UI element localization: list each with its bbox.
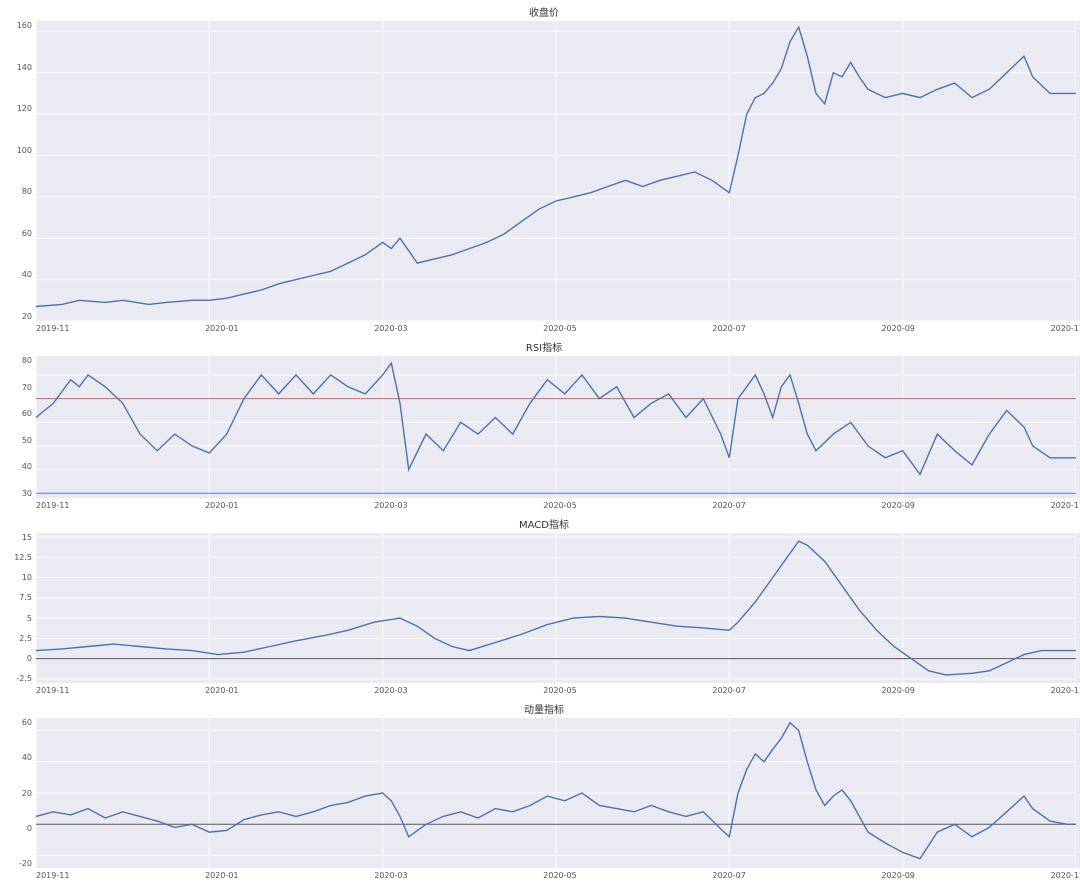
xtick-label: 2019-11 [36, 686, 69, 695]
xtick-label: 2020-05 [543, 324, 576, 333]
ytick-label: 0 [27, 824, 32, 833]
ytick-label: 7.5 [19, 593, 32, 602]
ytick-label: 80 [22, 356, 32, 365]
ytick-label: 50 [22, 436, 32, 445]
y-axis-labels: 60 40 20 0 -20 [4, 718, 36, 868]
xtick-label: 2020-11 [1051, 324, 1080, 333]
ytick-label: -20 [19, 859, 32, 868]
ytick-label: 100 [17, 146, 32, 155]
xtick-label: 2020-07 [712, 871, 745, 880]
xtick-label: 2020-11 [1051, 686, 1080, 695]
xtick-label: 2020-03 [374, 501, 407, 510]
plot-svg [36, 21, 1076, 321]
xtick-label: 2020-01 [205, 501, 238, 510]
ytick-label: 120 [17, 104, 32, 113]
x-axis-labels: 2019-11 2020-01 2020-03 2020-05 2020-07 2020-… [36, 871, 1080, 880]
ytick-label: 5 [27, 614, 32, 623]
xtick-label: 2019-11 [36, 871, 69, 880]
plot-area [36, 356, 1080, 499]
chart-grid: 收盘价160140120100806040202019-112020-01202… [4, 4, 1080, 880]
xtick-label: 2020-07 [712, 324, 745, 333]
xtick-label: 2020-05 [543, 501, 576, 510]
ytick-label: 40 [22, 270, 32, 279]
ytick-label: 80 [22, 187, 32, 196]
xtick-label: 2019-11 [36, 501, 69, 510]
ytick-label: -2.5 [16, 674, 32, 683]
xtick-label: 2020-07 [712, 686, 745, 695]
plot-svg [36, 718, 1076, 868]
panel-title: MACD指标 [4, 516, 1080, 531]
xtick-label: 2020-07 [712, 501, 745, 510]
plot-area [36, 21, 1080, 322]
panel-title: RSI指标 [4, 339, 1080, 354]
ytick-label: 15 [22, 533, 32, 542]
y-axis-labels: 160 140 120 100 80 60 40 20 [4, 21, 36, 321]
xtick-label: 2020-11 [1051, 871, 1080, 880]
xtick-label: 2019-11 [36, 324, 69, 333]
ytick-label: 60 [22, 718, 32, 727]
ytick-label: 20 [22, 312, 32, 321]
ytick-label: 60 [22, 229, 32, 238]
x-axis-labels: 2019-11 2020-01 2020-03 2020-05 2020-07 2020-… [36, 501, 1080, 510]
plot-area [36, 718, 1080, 869]
ytick-label: 40 [22, 462, 32, 471]
ytick-label: 70 [22, 383, 32, 392]
xtick-label: 2020-03 [374, 324, 407, 333]
ytick-label: 30 [22, 489, 32, 498]
xtick-label: 2020-05 [543, 686, 576, 695]
xtick-label: 2020-11 [1051, 501, 1080, 510]
xtick-label: 2020-09 [881, 501, 914, 510]
ytick-label: 12.5 [14, 553, 32, 562]
xtick-label: 2020-01 [205, 324, 238, 333]
panel-title: 动量指标 [4, 701, 1080, 716]
ytick-label: 140 [17, 63, 32, 72]
ytick-label: 2.5 [19, 634, 32, 643]
ytick-label: 0 [27, 654, 32, 663]
xtick-label: 2020-03 [374, 871, 407, 880]
x-axis-labels: 2019-11 2020-01 2020-03 2020-05 2020-07 2020-… [36, 324, 1080, 333]
xtick-label: 2020-09 [881, 686, 914, 695]
xtick-label: 2020-01 [205, 686, 238, 695]
xtick-label: 2020-05 [543, 871, 576, 880]
ytick-label: 20 [22, 789, 32, 798]
xtick-label: 2020-09 [881, 324, 914, 333]
panel-momentum: 动量指标 60 40 20 0 -20 2019-11 2020-01 2020-03 2020-… [4, 701, 1080, 880]
xtick-label: 2020-03 [374, 686, 407, 695]
x-axis-labels: 2019-11 2020-01 2020-03 2020-05 2020-07 2020-… [36, 686, 1080, 695]
xtick-label: 2020-01 [205, 871, 238, 880]
plot-area [36, 533, 1080, 684]
plot-svg [36, 356, 1076, 498]
ytick-label: 40 [22, 753, 32, 762]
y-axis-labels: 15 12.5 10 7.5 5 2.5 0 -2.5 [4, 533, 36, 683]
y-axis-labels: 80 70 60 50 40 30 [4, 356, 36, 498]
plot-svg [36, 533, 1076, 683]
panel-close: 收盘价 160 140 120 100 80 60 40 20 2019-11 2020-01 202… [4, 4, 1080, 333]
ytick-label: 10 [22, 573, 32, 582]
ytick-label: 160 [17, 21, 32, 30]
xtick-label: 2020-09 [881, 871, 914, 880]
panel-macd: MACD指标 15 12.5 10 7.5 5 2.5 0 -2.5 2019-11 2020-01… [4, 516, 1080, 695]
panel-rsi: RSI指标8070605040302019-112020-012020-0320… [4, 339, 1080, 510]
panel-title: 收盘价 [4, 4, 1080, 19]
ytick-label: 60 [22, 409, 32, 418]
